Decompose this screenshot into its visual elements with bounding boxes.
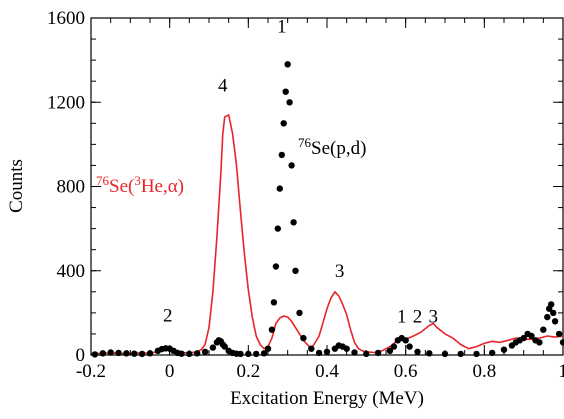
series-point-p-d xyxy=(351,349,358,356)
peak-label: 3 xyxy=(335,261,345,282)
series-point-p-d xyxy=(528,332,535,340)
series-point-p-d xyxy=(99,350,107,357)
series-point-p-d xyxy=(260,350,268,357)
series-layer xyxy=(90,61,564,358)
x-tick-label: 0.2 xyxy=(236,361,260,382)
series-label-3he-alpha-mass: 76 xyxy=(96,173,110,188)
series-point-p-d xyxy=(194,350,201,357)
series-point-p-d xyxy=(406,343,413,350)
series-point-p-d xyxy=(540,326,547,333)
series-point-p-d xyxy=(209,344,217,351)
x-axis-title: Excitation Energy (MeV) xyxy=(230,388,424,409)
series-point-p-d xyxy=(402,337,409,344)
x-tick-label: 1 xyxy=(558,361,564,382)
series-point-p-d xyxy=(178,350,185,357)
series-point-p-d xyxy=(374,349,382,357)
peak-label: 1 xyxy=(397,306,407,327)
series-point-p-d xyxy=(280,120,287,127)
peak-label: 4 xyxy=(218,76,228,97)
series-point-p-d xyxy=(278,151,285,159)
series-point-p-d xyxy=(292,267,299,274)
x-tick-label: 0.6 xyxy=(394,361,418,382)
series-point-p-d xyxy=(282,88,289,95)
x-tick-label: 0.4 xyxy=(315,361,339,382)
y-tick-label: 1200 xyxy=(47,92,85,113)
series-point-p-d xyxy=(91,351,99,358)
series-point-p-d xyxy=(548,301,555,308)
peak-label: 3 xyxy=(428,306,438,327)
x-tick-label: 0.8 xyxy=(472,361,496,382)
y-tick-label: 1600 xyxy=(47,8,85,29)
series-point-p-d xyxy=(457,350,464,358)
series-point-p-d xyxy=(276,185,283,192)
series-label-p-d-rest: Se(p,d) xyxy=(311,138,366,159)
series-point-p-d xyxy=(315,349,323,357)
series-point-p-d xyxy=(500,346,508,353)
series-point-p-d xyxy=(115,349,122,357)
series-point-p-d xyxy=(300,334,307,342)
series-label-p-d-mass: 76 xyxy=(298,135,312,150)
series-point-p-d xyxy=(268,326,276,333)
y-tick-label: 400 xyxy=(57,261,86,282)
series-point-p-d xyxy=(123,350,130,357)
series-point-p-d xyxy=(286,99,293,106)
x-tick-label: -0.2 xyxy=(76,361,106,382)
series-point-p-d xyxy=(544,313,551,321)
series-point-p-d xyxy=(270,299,278,306)
series-point-p-d xyxy=(390,343,398,350)
series-point-p-d xyxy=(520,334,527,342)
peak-label: 2 xyxy=(413,306,423,327)
series-label-3he-alpha-pre: Se( xyxy=(109,176,134,197)
series-point-p-d xyxy=(343,345,350,352)
series-point-p-d xyxy=(201,348,209,355)
series-point-p-d xyxy=(290,219,297,226)
series-point-p-d xyxy=(559,339,564,346)
series-point-p-d xyxy=(288,162,295,169)
series-point-p-d xyxy=(414,348,421,355)
series-point-p-d xyxy=(489,349,496,357)
series-label-p-d: 76Se(p,d) xyxy=(298,135,366,159)
series-label-3he-alpha-sup: 3 xyxy=(134,173,141,188)
series-point-p-d xyxy=(473,350,480,358)
series-point-p-d xyxy=(272,263,280,270)
peak-label: 1 xyxy=(277,17,287,38)
series-point-p-d xyxy=(138,350,146,358)
series-point-p-d xyxy=(264,345,272,352)
peak-label: 2 xyxy=(163,305,173,326)
y-axis-title: Counts xyxy=(6,159,27,213)
series-point-p-d xyxy=(296,309,303,317)
series-point-p-d xyxy=(551,318,559,325)
y-tick-label: 800 xyxy=(57,177,86,198)
series-point-p-d xyxy=(536,339,543,346)
series-point-p-d xyxy=(550,309,557,317)
series-point-p-d xyxy=(386,347,394,354)
y-tick-label: 0 xyxy=(76,345,86,366)
series-point-p-d xyxy=(284,61,291,68)
x-tick-label: 0 xyxy=(165,361,175,382)
series-point-p-d xyxy=(253,350,260,358)
series-label-3he-alpha: 76Se(3He,α) xyxy=(96,173,184,197)
series-point-p-d xyxy=(274,225,281,232)
series-point-p-d xyxy=(308,345,315,352)
series-point-p-d xyxy=(131,350,138,357)
series-point-p-d xyxy=(221,343,228,350)
series-label-3he-alpha-post: He,α) xyxy=(141,176,184,197)
series-point-p-d xyxy=(426,350,433,357)
series-point-p-d xyxy=(237,350,244,358)
